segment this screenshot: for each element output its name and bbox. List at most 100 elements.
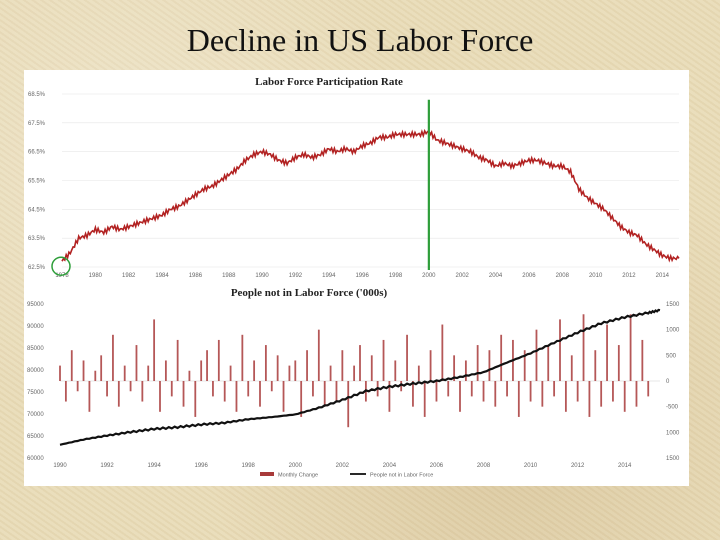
monthly-change-bar <box>100 355 103 381</box>
monthly-change-bar <box>547 345 550 381</box>
y-left-tick-label: 80000 <box>27 368 44 374</box>
monthly-change-bar <box>417 365 420 381</box>
x-tick-label: 1996 <box>355 273 369 279</box>
monthly-change-bar <box>147 365 150 381</box>
participation-chart-title: Labor Force Participation Rate <box>255 76 403 88</box>
monthly-change-bar <box>206 350 208 381</box>
y-tick-label: 65.5% <box>28 179 46 185</box>
not-in-labor-force-x-ticks: 1990 1992 1994 1996 1998 2000 2002 2004 2006 2008… <box>53 463 632 469</box>
slide-title: Decline in US Labor Force <box>186 22 534 58</box>
monthly-change-bar <box>435 381 438 402</box>
monthly-change-bar <box>606 324 608 381</box>
not-in-labor-force-line <box>59 308 661 446</box>
y-tick-label: 63.5% <box>28 236 46 242</box>
x-tick-label: 2002 <box>336 463 350 469</box>
x-tick-label: 2012 <box>571 463 585 469</box>
not-in-labor-force-left-ticks: 95000 90000 85000 80000 75000 70000 65000 60000 <box>27 302 44 462</box>
monthly-change-right-ticks: 1500 1000 500 0 -500 1000 1500 <box>666 302 680 462</box>
y-left-tick-label: 60000 <box>27 456 44 462</box>
monthly-change-bar <box>541 381 544 407</box>
x-tick-label: 2012 <box>622 273 636 279</box>
monthly-change-bar <box>370 355 373 381</box>
monthly-change-bar <box>488 350 491 381</box>
monthly-change-bar <box>294 360 297 381</box>
monthly-change-bar <box>582 314 585 381</box>
monthly-change-bar <box>112 334 114 381</box>
monthly-change-bar <box>123 365 126 381</box>
y-right-tick-label: 1000 <box>666 430 680 436</box>
monthly-change-bar <box>223 381 226 402</box>
monthly-change-bar <box>241 334 244 381</box>
legend-label-not-in-labor-force: People not in Labor Force <box>370 473 433 479</box>
monthly-change-bar <box>312 381 314 397</box>
x-tick-label: 2008 <box>477 463 491 469</box>
monthly-change-bar <box>88 381 91 412</box>
monthly-change-bar <box>559 319 561 381</box>
x-tick-label: 1978 <box>55 273 69 279</box>
monthly-change-bar <box>464 360 467 381</box>
monthly-change-bar <box>253 360 256 381</box>
monthly-change-bar <box>535 329 538 381</box>
monthly-change-bar <box>617 345 620 381</box>
monthly-change-bar <box>288 365 291 381</box>
monthly-change-bar <box>382 339 385 381</box>
monthly-change-bar <box>412 381 414 407</box>
y-left-tick-label: 90000 <box>27 324 44 330</box>
y-right-tick-label: 0 <box>666 379 670 385</box>
participation-rate-chart: Labor Force Participation Rate 62.5% 63.5… <box>28 76 680 279</box>
monthly-change-bar <box>429 350 432 381</box>
monthly-change-bar <box>500 334 503 381</box>
x-tick-label: 2010 <box>524 463 538 469</box>
monthly-change-bar <box>82 360 85 381</box>
monthly-change-bar <box>594 350 597 381</box>
monthly-change-bar <box>335 381 338 402</box>
monthly-change-bar <box>517 381 520 417</box>
x-tick-label: 1986 <box>189 273 203 279</box>
monthly-change-bar <box>212 381 214 397</box>
monthly-change-bar <box>153 319 156 381</box>
y-tick-label: 66.5% <box>28 150 46 156</box>
monthly-change-bar <box>353 365 356 381</box>
y-left-tick-label: 65000 <box>27 434 44 440</box>
x-tick-label: 2000 <box>422 273 436 279</box>
monthly-change-bar <box>264 345 267 381</box>
monthly-change-bar <box>341 350 344 381</box>
monthly-change-bar <box>259 381 261 407</box>
monthly-change-bar <box>94 370 97 381</box>
monthly-change-bar <box>276 355 279 381</box>
monthly-change-bar <box>623 381 626 412</box>
monthly-change-bar <box>400 381 403 392</box>
monthly-change-bar <box>188 370 191 381</box>
monthly-change-bar <box>59 365 61 381</box>
monthly-change-bar <box>347 381 350 428</box>
not-in-labor-force-legend: Monthly Change People not in Labor Force <box>260 472 433 479</box>
x-tick-label: 2010 <box>589 273 603 279</box>
monthly-change-bars <box>59 314 650 428</box>
monthly-change-bar <box>300 381 303 417</box>
monthly-change-bar <box>570 355 573 381</box>
monthly-change-bar <box>76 381 79 392</box>
monthly-change-bar <box>470 381 473 397</box>
participation-y-ticks: 62.5% 63.5% 64.5% 65.5% 66.5% 67.5% 68.5% <box>28 92 46 271</box>
monthly-change-bar <box>176 339 179 381</box>
x-tick-label: 1990 <box>255 273 269 279</box>
y-tick-label: 62.5% <box>28 265 46 271</box>
monthly-change-bar <box>447 381 450 397</box>
y-right-tick-label: 1500 <box>666 456 680 462</box>
monthly-change-bar <box>388 381 391 412</box>
x-tick-label: 1996 <box>194 463 208 469</box>
monthly-change-bar <box>476 345 479 381</box>
start-marker-circle <box>51 256 71 276</box>
monthly-change-bar <box>453 355 456 381</box>
participation-x-ticks: 1978 1980 1982 1984 1986 1988 1990 1992 1994 1996… <box>55 273 669 279</box>
x-tick-label: 1992 <box>100 463 114 469</box>
y-right-tick-label: -500 <box>666 405 679 411</box>
monthly-change-bar <box>235 381 238 412</box>
x-tick-label: 1990 <box>53 463 67 469</box>
monthly-change-bar <box>612 381 614 402</box>
monthly-change-bar <box>635 381 638 407</box>
monthly-change-bar <box>159 381 161 412</box>
monthly-change-bar <box>164 360 167 381</box>
monthly-change-bar <box>306 350 308 381</box>
y-left-tick-label: 95000 <box>27 302 44 308</box>
